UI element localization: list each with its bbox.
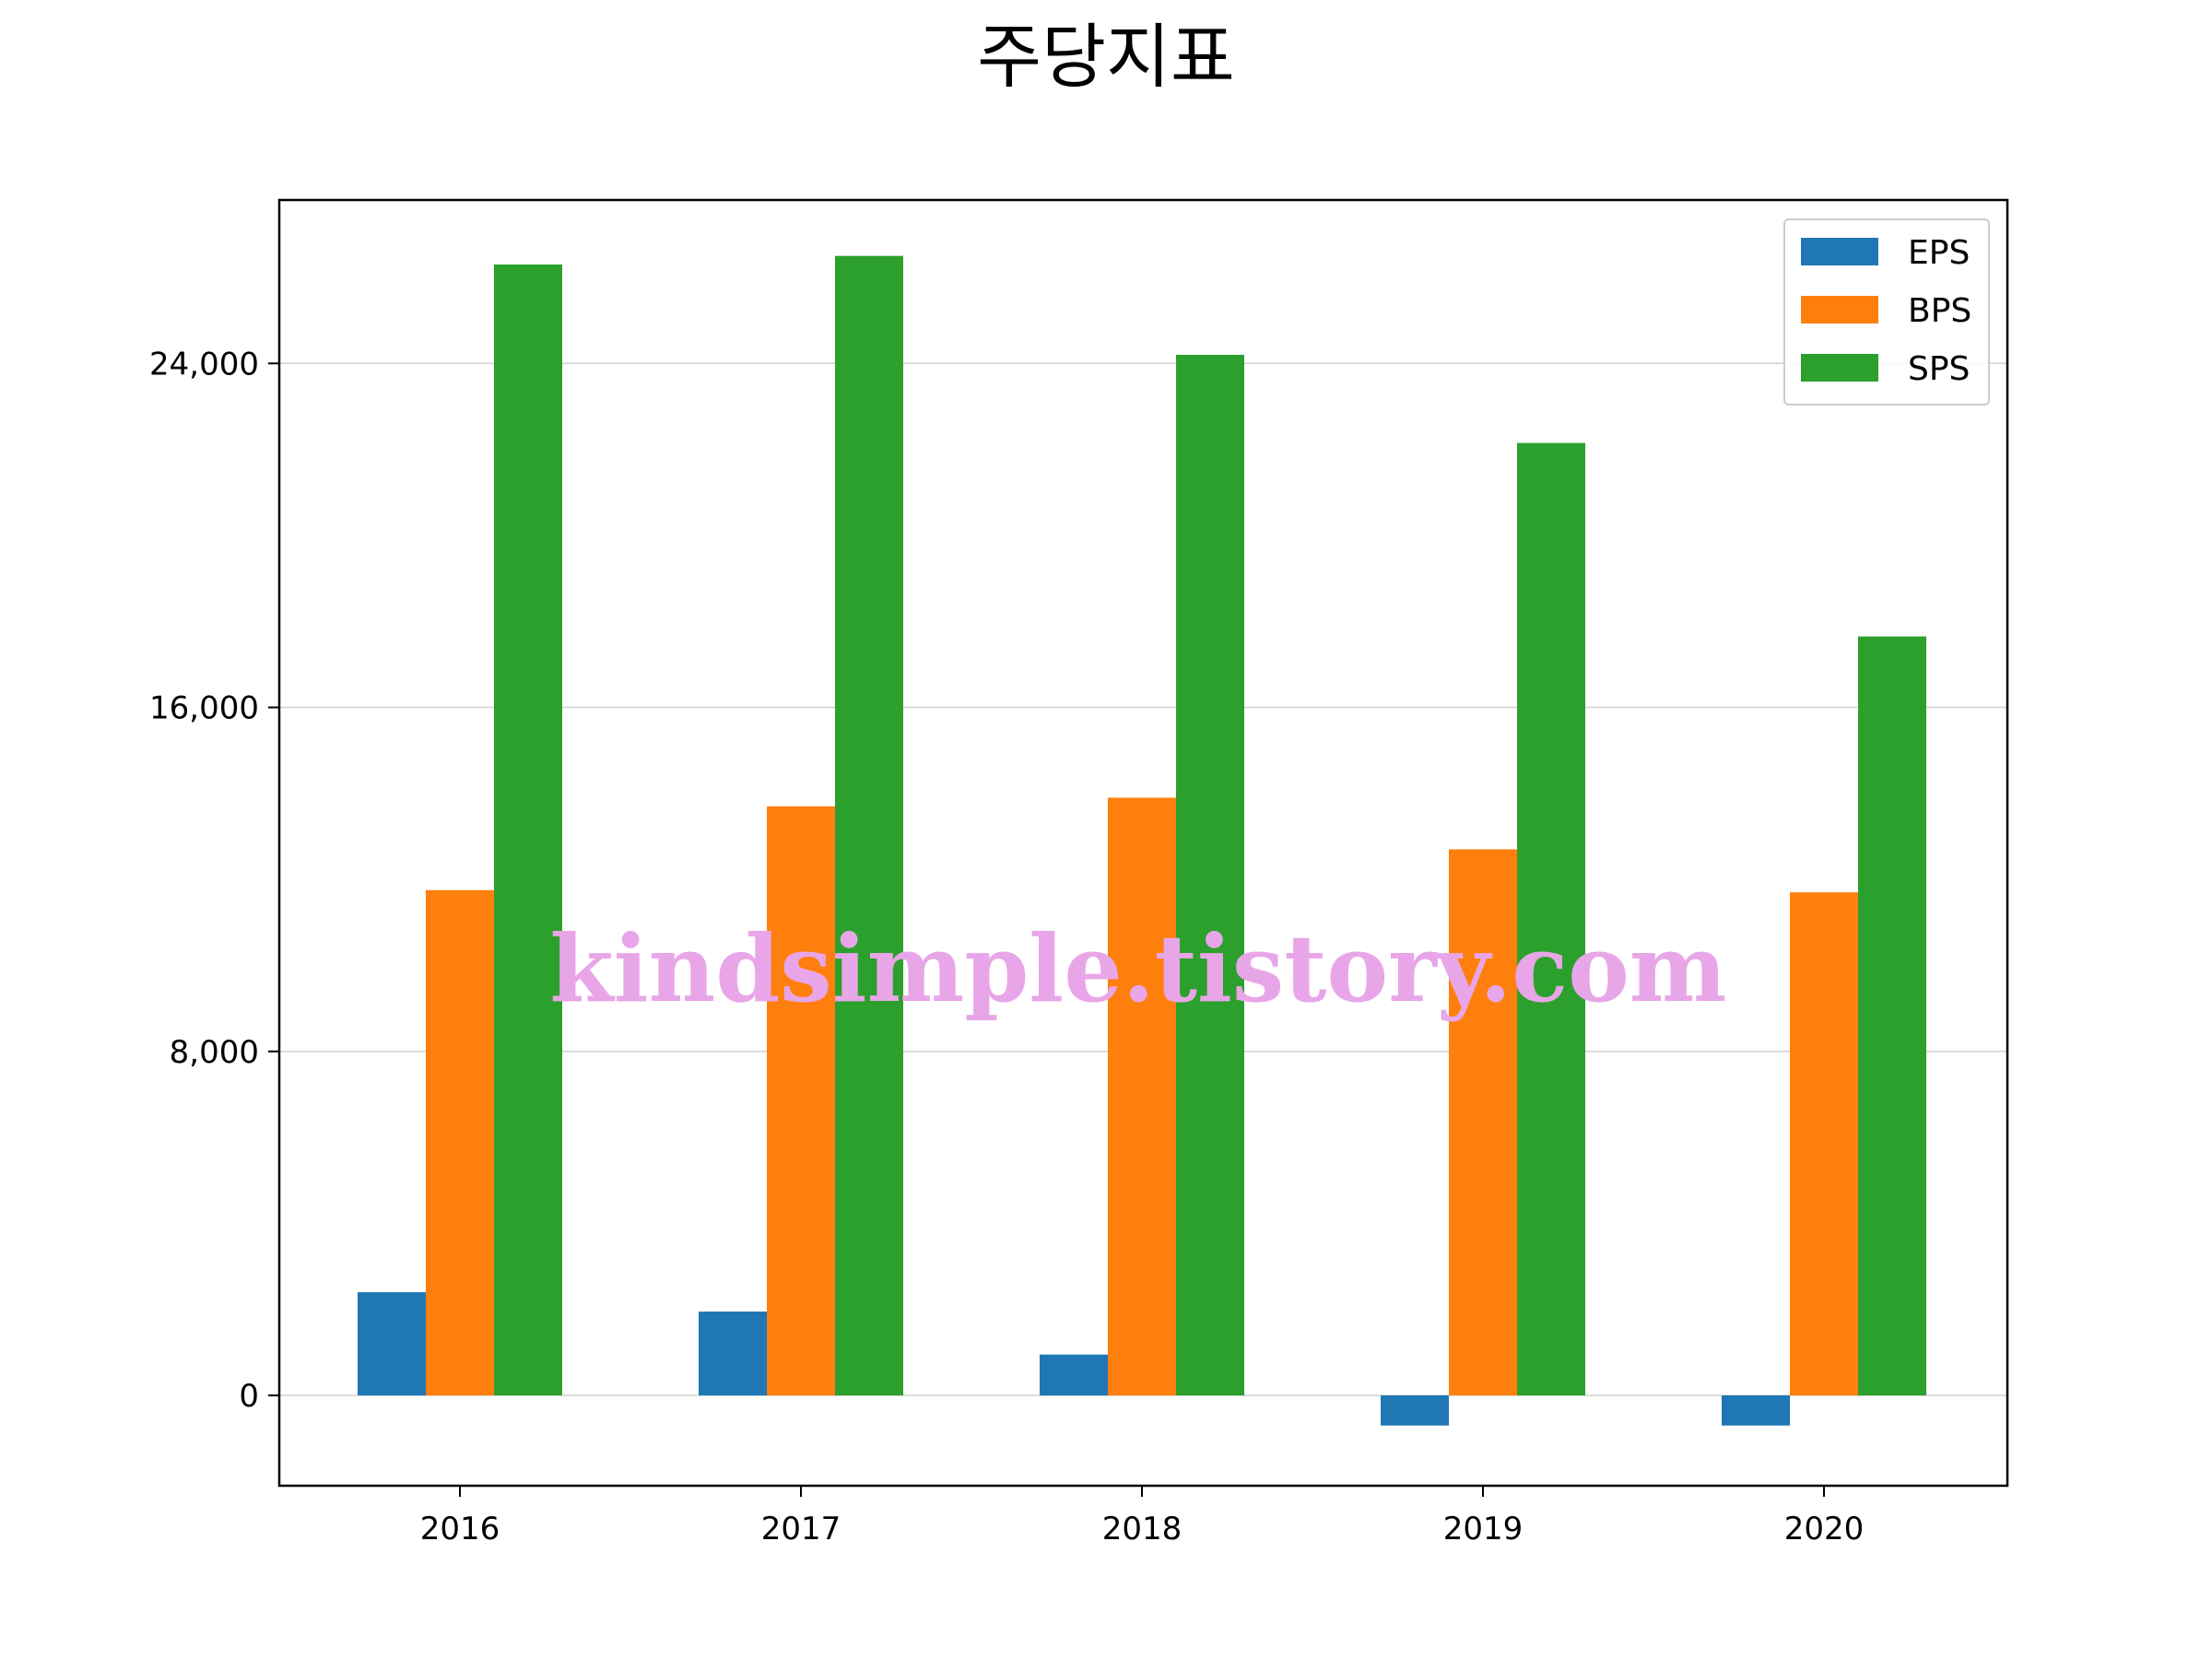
x-tick-label: 2016 — [420, 1511, 500, 1547]
chart-title: 주당지표 — [977, 16, 1235, 98]
bar-sps-2018 — [1176, 354, 1244, 1396]
bar-sps-2020 — [1858, 636, 1926, 1396]
y-tick-label: 24,000 — [149, 346, 259, 382]
bars — [358, 255, 1926, 1426]
bar-bps-2019 — [1449, 849, 1517, 1396]
bar-eps-2020 — [1722, 1395, 1790, 1426]
legend-label-eps: EPS — [1908, 234, 1970, 272]
bar-bps-2018 — [1108, 797, 1176, 1396]
bar-bps-2020 — [1790, 892, 1858, 1396]
x-tick-label: 2020 — [1784, 1511, 1865, 1547]
watermark-text: kindsimple.tistory.com — [549, 914, 1726, 1023]
y-tick-label: 16,000 — [149, 690, 259, 727]
bar-eps-2018 — [1040, 1354, 1108, 1396]
y-tick-label: 0 — [239, 1378, 259, 1415]
bar-sps-2019 — [1517, 442, 1585, 1396]
bar-eps-2016 — [358, 1292, 426, 1396]
x-tick-label: 2017 — [761, 1511, 841, 1547]
axes: 0 8,000 16,000 24,000 2016 2017 2018 2019 2020 — [149, 198, 2009, 1547]
bar-bps-2017 — [767, 806, 835, 1396]
plot-frame — [277, 198, 2009, 1488]
bar-sps-2017 — [835, 255, 903, 1396]
legend-label-sps: SPS — [1908, 350, 1970, 388]
bar-bps-2016 — [426, 889, 494, 1396]
x-tick-label: 2018 — [1102, 1511, 1182, 1547]
x-tick-label: 2019 — [1443, 1511, 1524, 1547]
bar-eps-2019 — [1381, 1395, 1449, 1426]
y-tick-label: 8,000 — [170, 1034, 259, 1071]
legend: EPS BPS SPS — [1783, 218, 1990, 406]
legend-swatch-eps — [1801, 238, 1878, 265]
bar-sps-2016 — [494, 264, 562, 1396]
bar-eps-2017 — [699, 1312, 767, 1396]
legend-swatch-sps — [1801, 354, 1878, 382]
legend-swatch-bps — [1801, 296, 1878, 324]
legend-label-bps: BPS — [1908, 292, 1971, 330]
